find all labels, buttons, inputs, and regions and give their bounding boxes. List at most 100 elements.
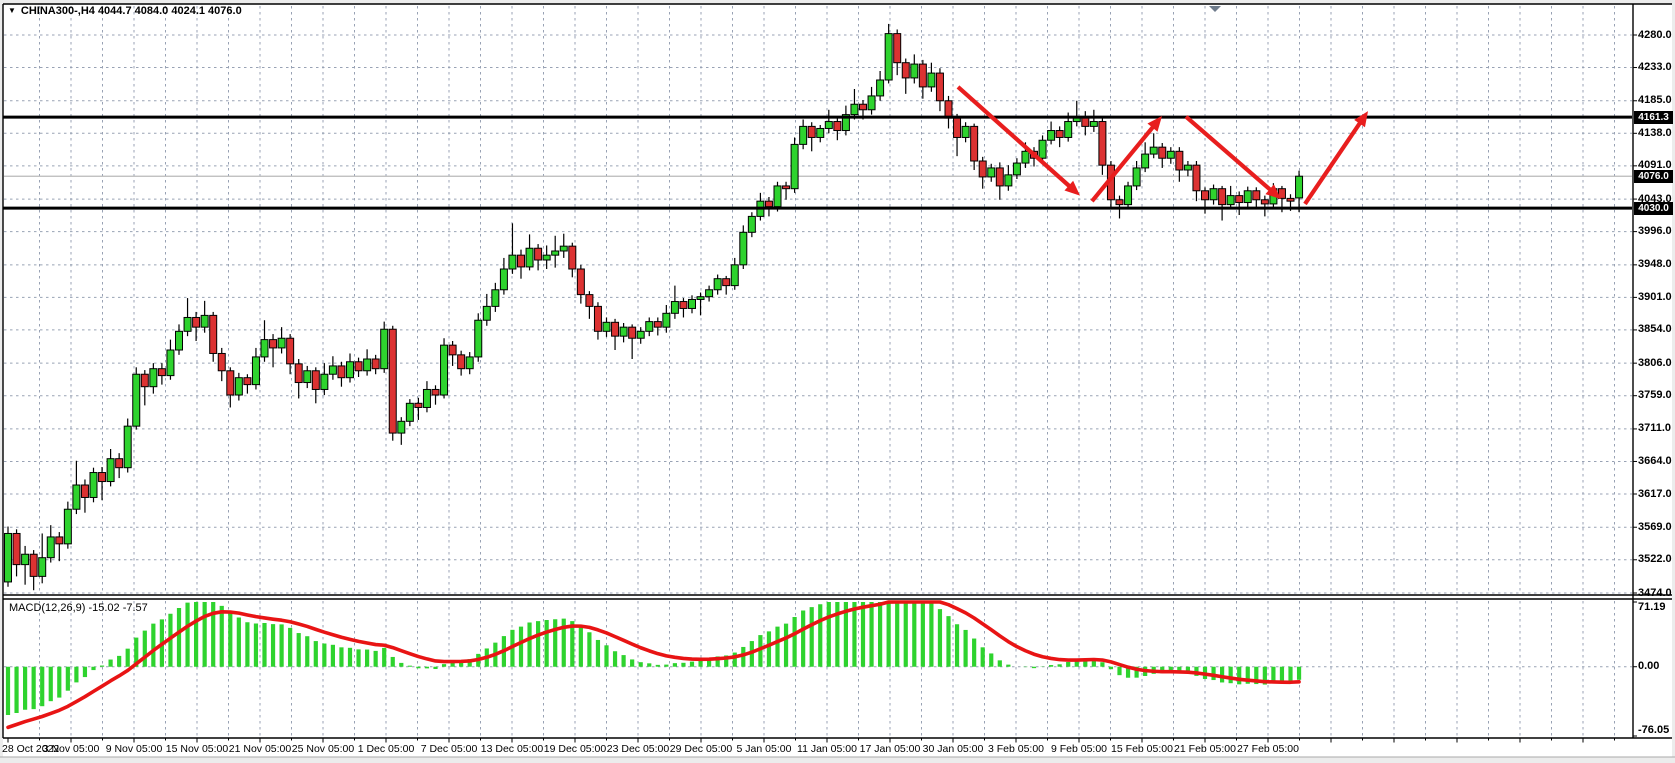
bear-candle [311, 370, 320, 390]
trend-arrows[interactable] [956, 85, 1368, 206]
price-axis-label: 3759.0 [1638, 389, 1672, 402]
bull-candle [824, 121, 833, 129]
bull-candle [602, 321, 611, 332]
bull-candle [670, 301, 679, 314]
bull-candle [1183, 164, 1192, 171]
bear-candle [226, 370, 235, 396]
bull-candle [1149, 146, 1158, 155]
bear-candle [679, 301, 688, 309]
bull-candle [841, 114, 850, 132]
bull-candle [260, 339, 269, 358]
bear-candle [970, 125, 979, 162]
bear-candle [833, 121, 842, 132]
trend-arrow-shaft[interactable] [1184, 115, 1276, 195]
bear-candle [576, 268, 585, 296]
time-axis-label: 17 Jan 05:00 [859, 743, 921, 755]
bear-candle [764, 200, 773, 208]
bear-candle [431, 388, 440, 396]
bear-candle [98, 472, 107, 483]
trend-arrow-shaft[interactable] [956, 85, 1075, 192]
bear-candle [192, 316, 201, 328]
bull-candle [645, 321, 654, 332]
bull-candle [123, 425, 132, 469]
horizontal-gridlines [4, 34, 1632, 668]
time-axis-label: 15 Nov 05:00 [165, 743, 229, 755]
bull-candle [1295, 175, 1304, 199]
trend-arrow-head[interactable] [1354, 111, 1368, 128]
time-axis-label: 5 Jan 05:00 [736, 743, 792, 755]
bear-candle [1098, 121, 1107, 166]
bull-candle [850, 103, 859, 116]
price-axis-label: 3996.0 [1638, 225, 1672, 238]
bear-candle [286, 337, 295, 365]
price-axis-label: 3854.0 [1638, 323, 1672, 336]
price-axis-label: 3474.0 [1638, 586, 1672, 599]
bull-candle [1132, 167, 1141, 187]
bull-candle [713, 278, 722, 291]
time-axis-label: 30 Jan 05:00 [922, 743, 984, 755]
bull-candle [747, 215, 756, 233]
bear-candle [55, 536, 64, 545]
time-axis-label: 29 Dec 05:00 [669, 743, 733, 755]
bear-candle [1055, 130, 1064, 138]
bear-candle [859, 103, 867, 111]
price-axis-label: 3617.0 [1638, 487, 1672, 500]
bull-candle [183, 316, 192, 332]
bull-candle [696, 296, 705, 300]
time-axis-label: 27 Feb 05:00 [1237, 743, 1299, 755]
price-axis-label: 3522.0 [1638, 553, 1672, 566]
bull-candle [38, 557, 47, 577]
macd-histogram [5, 602, 1302, 715]
bull-candle [234, 377, 243, 396]
bull-candle [1124, 185, 1133, 206]
price-axis-label: 3711.0 [1638, 422, 1672, 435]
bull-candle [508, 254, 517, 270]
price-axis-label: 3901.0 [1638, 290, 1672, 303]
bull-candle [200, 314, 209, 328]
trend-arrow-shaft[interactable] [1090, 121, 1158, 203]
bear-candle [653, 321, 662, 328]
bear-candle [978, 160, 987, 178]
time-axis-label: 13 Dec 05:00 [480, 743, 544, 755]
bear-candle [1201, 190, 1209, 201]
trend-arrow-shaft[interactable] [1303, 117, 1365, 206]
macd-axis-label: 71.19 [1638, 601, 1666, 613]
price-axis-label: 4280.0 [1638, 28, 1672, 41]
bull-candle [397, 420, 406, 434]
bull-candle [1209, 188, 1218, 201]
bear-candle [1277, 188, 1286, 199]
symbol-dropdown-icon[interactable]: ▼ [8, 6, 16, 15]
bear-candle [944, 100, 953, 119]
bull-candle [987, 167, 996, 178]
bear-candle [1252, 190, 1261, 201]
bear-candle [269, 339, 278, 349]
macd-axis-label: -76.05 [1638, 724, 1670, 736]
trend-arrow-head[interactable] [1064, 180, 1080, 196]
scroll-position-marker-icon[interactable] [1209, 6, 1221, 12]
bull-candle [166, 349, 175, 377]
bull-candle [1166, 150, 1175, 159]
bull-candle [1243, 190, 1252, 204]
bull-candle [1089, 121, 1098, 127]
bear-candle [157, 368, 166, 377]
bull-candle [1038, 139, 1047, 159]
time-axis-label: 28 Oct 2022 [2, 743, 60, 755]
bull-candle [106, 458, 115, 483]
macd-axis-label: 0.00 [1638, 660, 1660, 673]
candlestick-series [4, 23, 1304, 591]
bear-candle [140, 373, 149, 388]
price-axis-label: 4185.0 [1638, 94, 1672, 107]
time-axis-label: 3 Feb 05:00 [987, 743, 1045, 755]
bull-candle [363, 358, 372, 372]
bull-candle [320, 373, 329, 390]
bull-candle [1004, 174, 1013, 187]
bull-candle [619, 326, 628, 337]
bull-candle [482, 305, 491, 321]
trend-arrow-head[interactable] [1265, 184, 1281, 200]
trend-arrow-head[interactable] [1147, 116, 1162, 132]
price-level-tag: 4161.3 [1634, 110, 1673, 124]
bull-candle [1226, 195, 1235, 206]
bear-candle [243, 377, 252, 386]
